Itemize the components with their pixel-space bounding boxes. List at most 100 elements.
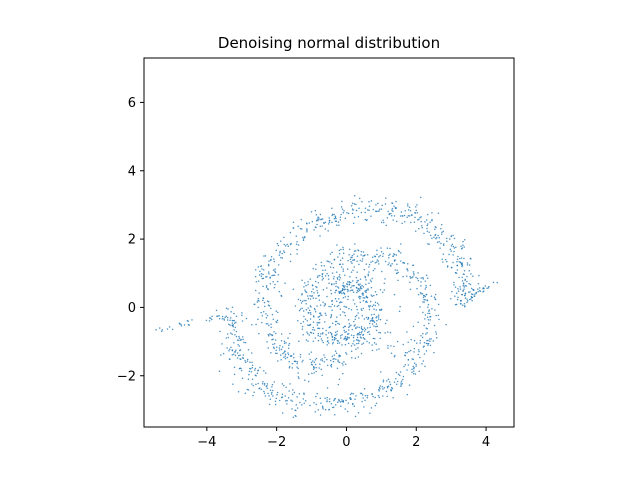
data-point: [333, 337, 336, 339]
data-point: [371, 349, 374, 352]
data-point: [326, 272, 328, 275]
data-point: [350, 204, 353, 207]
data-point: [322, 289, 325, 291]
data-point: [316, 305, 318, 307]
data-point: [273, 347, 275, 350]
data-point: [306, 320, 308, 322]
data-point: [422, 360, 425, 362]
data-point: [310, 363, 313, 366]
data-point: [342, 270, 344, 272]
data-point: [347, 295, 349, 298]
data-point: [266, 341, 268, 343]
data-point: [304, 399, 307, 402]
data-point: [386, 387, 389, 389]
data-point: [272, 389, 274, 392]
data-point: [434, 298, 437, 301]
data-point: [231, 354, 234, 356]
data-point: [292, 221, 295, 224]
data-point: [290, 399, 292, 401]
data-point: [338, 354, 340, 357]
data-point: [359, 278, 362, 280]
data-point: [302, 236, 304, 238]
data-point: [315, 370, 317, 373]
data-point: [306, 228, 308, 230]
data-point: [344, 296, 347, 298]
data-point: [351, 280, 354, 282]
data-point: [330, 403, 333, 405]
data-point: [417, 353, 419, 356]
data-point: [309, 404, 311, 407]
data-point: [241, 377, 244, 379]
data-point: [308, 222, 311, 224]
data-point: [355, 305, 358, 308]
data-point: [318, 274, 321, 277]
data-point: [276, 242, 279, 245]
data-point: [371, 277, 374, 280]
data-point: [425, 284, 427, 287]
data-point: [373, 325, 375, 327]
data-point: [441, 258, 443, 261]
data-point: [339, 308, 342, 310]
data-point: [390, 212, 392, 215]
data-point: [438, 240, 440, 243]
data-point: [457, 296, 459, 299]
data-point: [266, 383, 269, 385]
data-point: [441, 233, 443, 235]
data-point: [353, 194, 356, 197]
data-point: [240, 338, 242, 341]
data-point: [335, 316, 338, 318]
data-point: [355, 339, 358, 341]
data-point: [339, 301, 342, 303]
data-point: [446, 237, 448, 240]
data-point: [366, 340, 368, 343]
data-point: [351, 254, 354, 257]
data-point: [332, 360, 335, 363]
data-point: [309, 295, 311, 297]
data-point: [226, 316, 229, 319]
data-point: [287, 337, 289, 339]
data-point: [342, 248, 344, 251]
data-point: [283, 351, 285, 354]
data-point: [283, 243, 286, 246]
data-point: [301, 328, 304, 330]
data-point: [268, 395, 270, 397]
data-point: [302, 398, 305, 400]
tail-point: [464, 294, 466, 297]
data-point: [286, 403, 288, 405]
data-point: [383, 282, 386, 284]
data-point: [378, 331, 380, 334]
data-point: [257, 306, 259, 309]
data-point: [388, 257, 390, 259]
data-point: [395, 220, 398, 223]
data-point: [266, 314, 269, 317]
data-point: [335, 282, 337, 285]
data-point: [354, 318, 357, 321]
data-point: [357, 279, 360, 282]
data-point: [359, 296, 362, 298]
data-point: [379, 332, 382, 334]
data-point: [275, 397, 278, 400]
data-point: [319, 304, 322, 306]
tail-point: [208, 320, 211, 322]
data-point: [329, 325, 331, 328]
data-point: [421, 336, 424, 339]
data-point: [368, 271, 370, 273]
data-point: [324, 303, 326, 306]
data-point: [318, 318, 321, 321]
data-point: [365, 296, 368, 298]
data-point: [315, 219, 318, 222]
data-point: [389, 264, 392, 266]
data-point: [335, 217, 337, 220]
data-point: [398, 374, 401, 377]
data-point: [263, 255, 265, 257]
data-point: [451, 266, 453, 269]
data-point: [231, 306, 234, 308]
data-point: [266, 275, 268, 278]
data-point: [313, 361, 316, 363]
data-point: [297, 298, 300, 301]
data-point: [456, 261, 458, 263]
data-point: [303, 236, 306, 239]
data-point: [461, 265, 463, 268]
data-point: [258, 274, 261, 276]
data-point: [225, 307, 228, 309]
